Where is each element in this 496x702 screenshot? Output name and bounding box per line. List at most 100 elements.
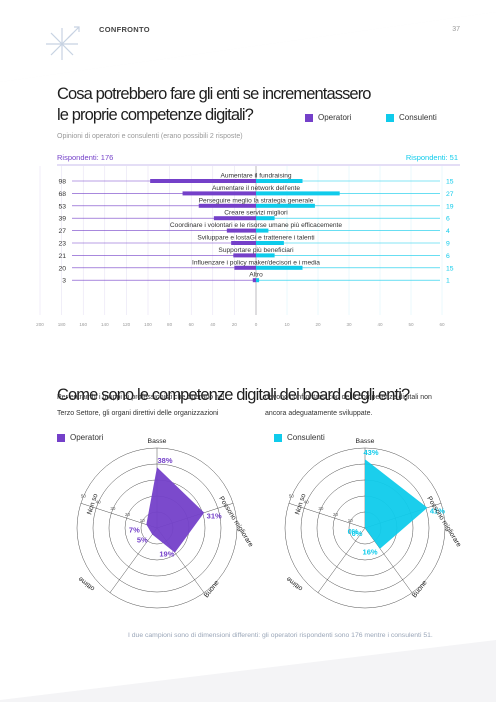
right-tick-label: 10	[284, 322, 290, 327]
bar-consulenti	[256, 228, 269, 233]
right-tick-label: 40	[377, 322, 383, 327]
radar-operatori: 10 20 30 40 50 38% 31% 19% 5%7% Basse Possono migl…	[76, 438, 254, 609]
left-tick-label: 0	[255, 322, 258, 327]
value-label-operatori: 68	[58, 191, 66, 198]
bar-consulenti	[256, 191, 340, 196]
left-tick-label: 60	[189, 322, 195, 327]
left-tick-label: 200	[36, 322, 44, 327]
bar-consulenti	[256, 253, 275, 258]
value-label-operatori: 20	[58, 265, 66, 272]
radar-axis-label-top: Basse	[148, 438, 167, 445]
consulenti-swatch	[386, 113, 394, 122]
radar-axis-label-top: Basse	[356, 438, 375, 445]
value-label-consulenti: 15	[446, 265, 454, 272]
radar-axis-label-bottom-right: Buone	[411, 579, 429, 599]
right-tick-label: 50	[408, 322, 414, 327]
body-col1-wrap: Per entrambi i gruppi di professionisti …	[57, 390, 257, 422]
radar-ring-tick: 40	[304, 500, 310, 505]
value-label-consulenti: 19	[446, 203, 454, 210]
section-title-board: Come sono le competenze digitali dei boa…	[57, 386, 410, 404]
right-tick-label: 30	[346, 322, 352, 327]
radar-ring-tick: 30	[110, 506, 116, 511]
star-logo-icon	[46, 26, 80, 60]
left-tick-label: 100	[144, 322, 152, 327]
radar-consulenti-swatch	[274, 433, 282, 442]
legend-operatori: Operatori	[305, 113, 351, 122]
radar-ring-tick: 20	[125, 512, 131, 517]
radar-legend-consulenti: Consulenti	[274, 433, 325, 442]
bar-operatori	[213, 216, 256, 221]
radar-value-label: 19%	[159, 550, 174, 559]
radar-spoke	[288, 503, 366, 529]
radar-shape	[365, 459, 428, 549]
radar-value-label: 16%	[363, 548, 378, 557]
bar-operatori	[231, 241, 256, 245]
bar-consulenti	[256, 265, 303, 270]
bar-consulenti	[256, 216, 275, 221]
chart-title: Cosa potrebbero fare gli enti se increme…	[57, 84, 377, 126]
bar-category-label: Altro	[249, 272, 263, 279]
radar-value-label: 31%	[207, 512, 222, 521]
value-label-operatori: 27	[58, 228, 66, 235]
radar-spoke	[317, 527, 366, 593]
body-col1-line1: Per entrambi i gruppi di professionisti …	[57, 394, 225, 401]
radar-value-label: 7%	[129, 526, 140, 535]
body-col2-line2: ancora adeguatamente sviluppate.	[265, 410, 373, 417]
radar-ring-tick: 10	[140, 518, 146, 523]
value-label-operatori: 98	[58, 179, 66, 186]
value-label-consulenti: 1	[446, 278, 450, 285]
radar-ring-tick: 10	[348, 518, 354, 523]
body-col2-line1: devono confrontarsi con delle competenze…	[265, 394, 432, 401]
chart-title-line-2: le proprie competenze digitali?	[57, 106, 254, 124]
respondents-consulenti: Rispondenti: 51	[405, 153, 458, 162]
bar-category-label: Aumentare il fundraising	[220, 173, 291, 180]
radar-legend-operatori-label: Operatori	[70, 433, 104, 442]
radar-spoke	[109, 527, 158, 593]
bar-category-label: Sviluppare e lostaGi e trattenere i tale…	[197, 235, 315, 242]
bar-consulenti	[256, 203, 315, 208]
chart-subtitle: Opinioni di operatori e consulenti (eran…	[57, 133, 243, 140]
bar-operatori	[233, 253, 256, 258]
value-label-operatori: 39	[58, 216, 66, 223]
right-tick-label: 60	[439, 322, 445, 327]
value-label-operatori: 53	[58, 203, 66, 210]
radar-value-label: 43%	[363, 448, 378, 457]
value-label-operatori: 23	[58, 241, 66, 248]
bar-operatori	[234, 265, 256, 270]
operatori-swatch	[305, 113, 313, 122]
legend-consulenti: Consulenti	[386, 113, 437, 122]
radar-spoke	[80, 503, 158, 529]
value-label-consulenti: 6	[446, 216, 450, 223]
value-label-consulenti: 15	[446, 179, 454, 186]
value-label-consulenti: 9	[446, 241, 450, 248]
legend-consulenti-label: Consulenti	[399, 113, 437, 122]
radar-ring-tick: 30	[318, 506, 324, 511]
bar-category-label: Influenzare i policy maker/decisori e i …	[192, 259, 320, 266]
radar-ring-tick: 50	[81, 494, 87, 499]
bar-operatori	[252, 278, 256, 283]
radar-axis-label-bottom-right: Buone	[203, 579, 221, 599]
left-tick-label: 120	[123, 322, 131, 327]
value-label-consulenti: 6	[446, 253, 450, 260]
body-col2-wrap: devono confrontarsi con delle competenze…	[265, 390, 465, 422]
footnote: I due campioni sono di dimensioni differ…	[128, 632, 433, 639]
respondents-operatori: Rispondenti: 176	[57, 153, 114, 162]
bar-consulenti	[256, 179, 303, 183]
radar-axis-label-bottom-left: ottime	[285, 575, 304, 592]
radar-axis-label-right: Possono migliorare	[425, 495, 462, 548]
legend-operatori-label: Operatori	[318, 113, 352, 122]
page-number: 37	[452, 26, 460, 33]
bar-category-label: Perseguire meglio la strategia generale	[199, 197, 314, 204]
chart-title-line-1: Cosa potrebbero fare gli enti se increme…	[57, 85, 371, 103]
bar-category-label: Creare servizi migliori	[224, 210, 288, 217]
diverging-bar-chart: Aumentare il fundraising 98 15 Aumentare il…	[36, 164, 460, 327]
left-tick-label: 140	[101, 322, 109, 327]
radar-value-label: 0%	[352, 529, 363, 538]
radar-axis-label-bottom-left: ottime	[77, 575, 96, 592]
value-label-consulenti: 4	[446, 228, 450, 235]
radar-legend-operatori: Operatori	[57, 433, 103, 442]
radar-legend-consulenti-label: Consulenti	[287, 433, 325, 442]
value-label-consulenti: 27	[446, 191, 454, 198]
bar-category-label: Supportare più beneficiari	[218, 247, 294, 254]
bar-operatori	[182, 191, 256, 196]
